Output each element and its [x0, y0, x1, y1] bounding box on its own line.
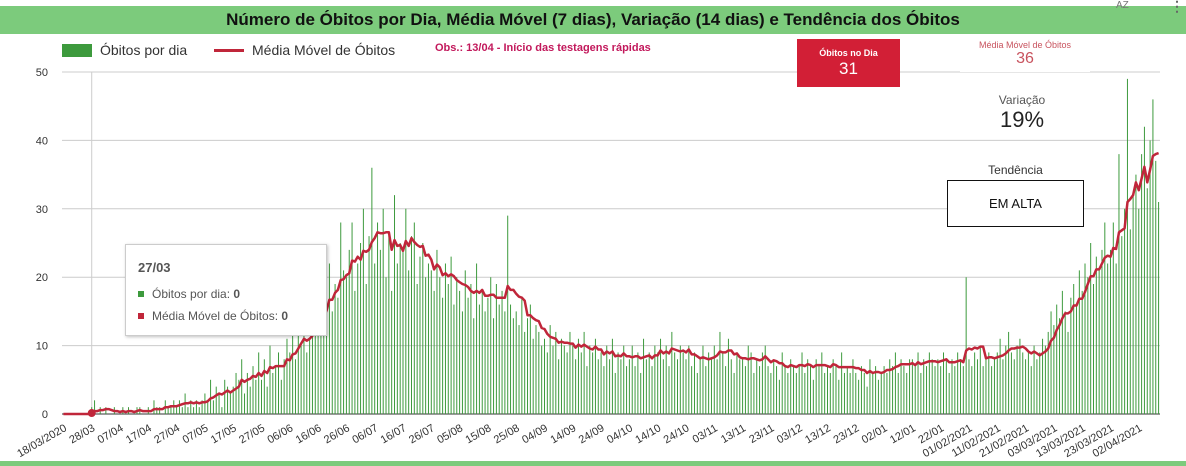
x-tick-label: 24/10 [662, 422, 692, 446]
tooltip-line-value: 0 [281, 309, 289, 323]
scorecard-label: Óbitos no Dia [819, 48, 878, 58]
x-tick-label: 26/07 [407, 422, 437, 446]
legend-line-swatch [214, 48, 244, 52]
sort-icon[interactable]: AZ [1116, 0, 1129, 11]
trend-label: Tendência [948, 163, 1083, 177]
x-tick-label: 03/12 [775, 422, 805, 446]
x-tick-label: 28/03 [67, 422, 97, 446]
y-tick-label: 20 [36, 272, 48, 284]
x-tick-label: 02/01 [860, 422, 890, 446]
x-tick-label: 18/03/2020 [15, 422, 69, 460]
scorecard-variation: Variação 19% [952, 93, 1092, 133]
x-tick-label: 24/09 [577, 422, 607, 446]
y-tick-label: 50 [36, 67, 48, 79]
scorecard-label: Variação [998, 93, 1046, 107]
x-tick-label: 06/07 [350, 422, 380, 446]
legend-bar-swatch [62, 43, 92, 57]
chart-tooltip: 27/03 Óbitos por dia: 0 Média Móvel de Ó… [125, 244, 327, 336]
x-tick-label: 26/06 [322, 422, 352, 446]
x-tick-label: 07/05 [181, 422, 211, 446]
x-tick-label: 15/08 [464, 422, 494, 446]
hover-point [87, 409, 96, 418]
legend-item-line[interactable]: Média Móvel de Óbitos [214, 42, 395, 58]
y-tick-label: 30 [36, 204, 48, 216]
tooltip-bars-label: Óbitos por dia: [152, 287, 231, 301]
x-tick-label: 04/09 [520, 422, 550, 446]
scorecard-label: Média Móvel de Óbitos [978, 40, 1072, 50]
more-options-icon[interactable]: ⋮ [1170, 0, 1184, 14]
trend-value-box: EM ALTA [947, 180, 1084, 227]
x-tick-label: 23/12 [831, 422, 861, 446]
x-tick-label: 25/08 [492, 422, 522, 446]
tooltip-bars-value: 0 [233, 287, 241, 301]
scorecard-value: 36 [1016, 50, 1034, 67]
x-tick-label: 14/10 [633, 422, 663, 446]
scorecard-deaths-today: Óbitos no Dia 31 [797, 39, 900, 87]
x-tick-label: 27/05 [237, 422, 267, 446]
moving-average-line [63, 151, 1160, 416]
tooltip-row-bars: Óbitos por dia: 0 [138, 287, 240, 301]
scorecard-value: 19% [999, 107, 1045, 132]
scorecard-moving-average: Média Móvel de Óbitos 36 [960, 40, 1090, 72]
legend-item-bars[interactable]: Óbitos por dia [62, 42, 187, 58]
x-tick-label: 03/11 [691, 422, 720, 446]
x-tick-label: 12/01 [888, 422, 918, 446]
x-tick-label: 23/11 [747, 422, 776, 446]
tooltip-date: 27/03 [138, 260, 171, 275]
x-tick-label: 13/11 [719, 422, 748, 446]
legend-line-label: Média Móvel de Óbitos [252, 42, 396, 58]
x-tick-label: 06/06 [265, 422, 295, 446]
x-tick-label: 04/10 [605, 422, 635, 446]
line-swatch-icon [138, 313, 144, 319]
tooltip-line-label: Média Móvel de Óbitos: [152, 309, 279, 323]
x-tick-label: 07/04 [96, 422, 126, 446]
x-tick-label: 05/08 [435, 422, 465, 446]
bar-swatch-icon [138, 291, 144, 297]
x-tick-label: 16/07 [379, 422, 409, 446]
y-tick-label: 40 [36, 135, 48, 147]
chart-title: Número de Óbitos por Dia, Média Móvel (7… [226, 10, 960, 29]
tooltip-row-line: Média Móvel de Óbitos: 0 [138, 309, 288, 323]
bottom-band [0, 461, 1186, 466]
x-tick-label: 27/04 [152, 422, 182, 446]
x-tick-label: 16/06 [294, 422, 324, 446]
x-tick-label: 14/09 [548, 422, 578, 446]
y-tick-label: 10 [36, 341, 48, 353]
title-band: Número de Óbitos por Dia, Média Móvel (7… [0, 6, 1186, 34]
y-tick-label: 0 [42, 409, 48, 421]
x-tick-label: 13/12 [803, 422, 833, 446]
x-tick-label: 17/05 [209, 422, 239, 446]
legend-bars-label: Óbitos por dia [100, 42, 188, 58]
x-tick-label: 17/04 [124, 422, 154, 446]
annotation-note: Obs.: 13/04 - Início das testagens rápid… [435, 42, 651, 54]
scorecard-value: 31 [839, 59, 858, 78]
